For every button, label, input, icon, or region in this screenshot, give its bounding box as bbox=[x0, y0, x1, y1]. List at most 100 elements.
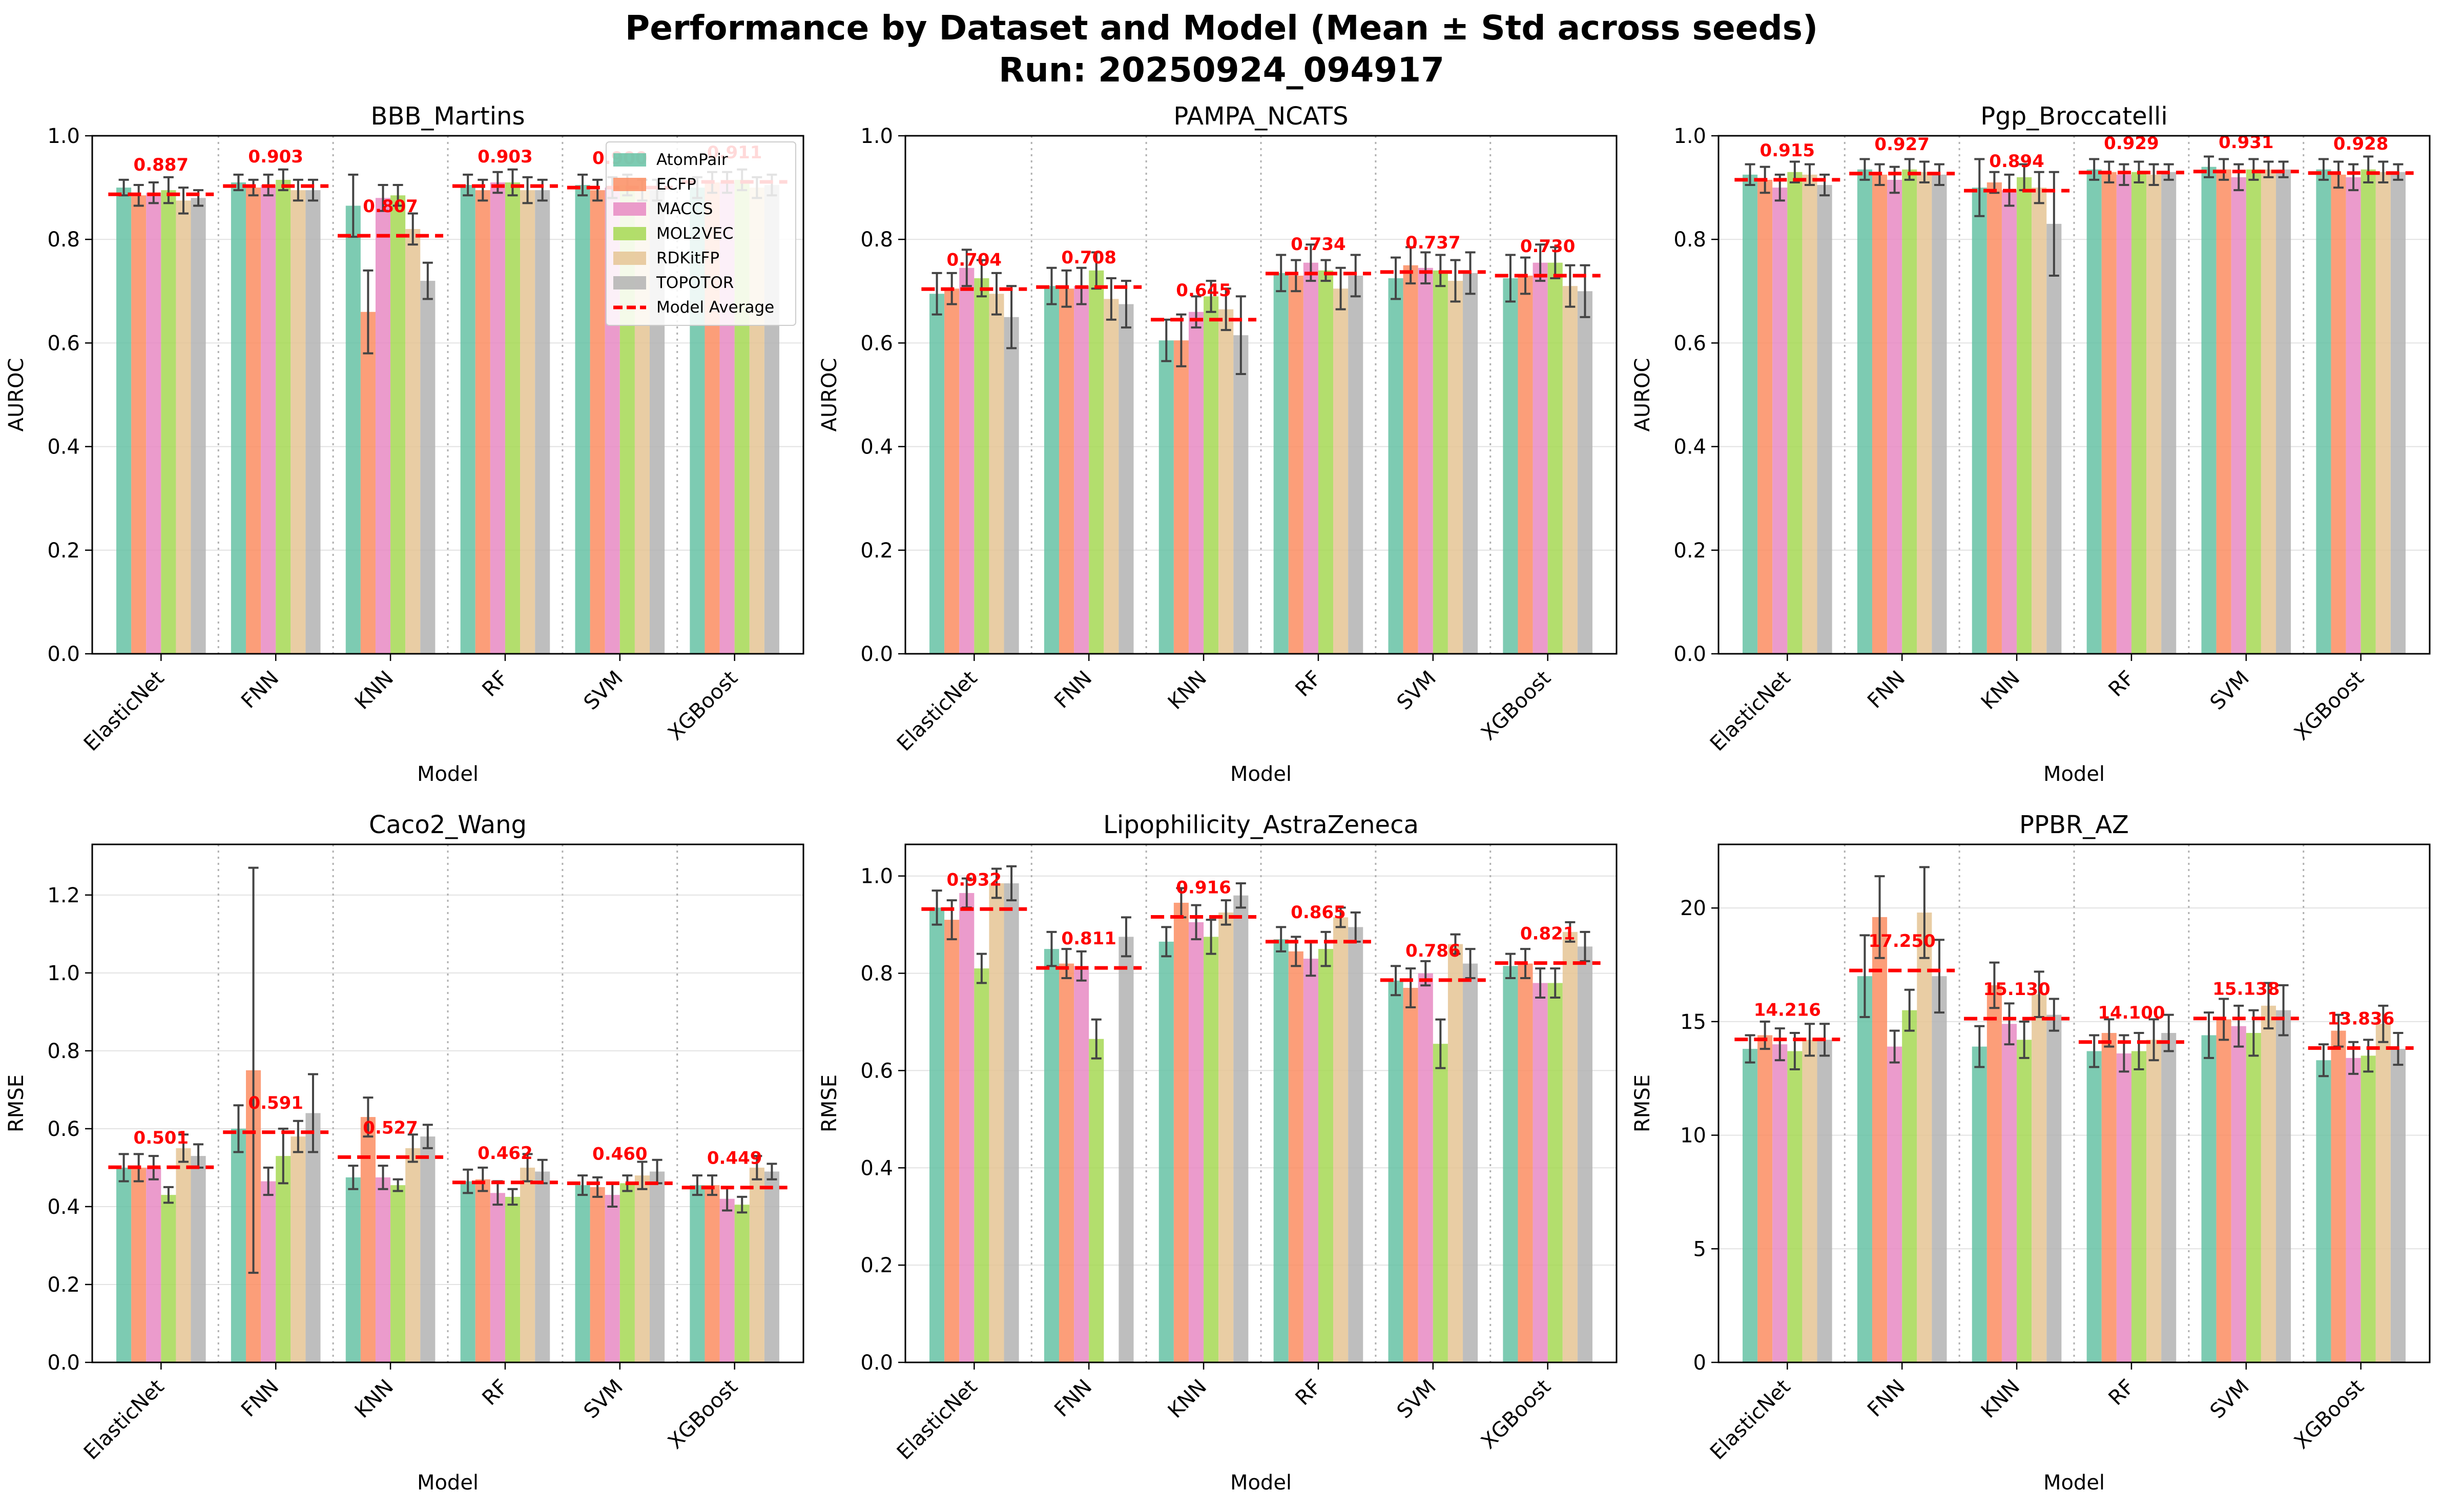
bar bbox=[405, 1148, 421, 1362]
bar bbox=[690, 1185, 705, 1362]
bar bbox=[1188, 922, 1204, 1362]
legend-box bbox=[606, 141, 796, 326]
bar bbox=[1547, 983, 1563, 1362]
x-tick-label: KNN bbox=[1977, 1375, 2024, 1423]
bar bbox=[1158, 941, 1174, 1362]
legend-swatch bbox=[613, 276, 646, 289]
bar bbox=[2375, 1024, 2391, 1362]
x-tick-label: KNN bbox=[350, 1375, 398, 1423]
model-average-label: 0.501 bbox=[134, 1128, 189, 1148]
bar bbox=[1433, 1044, 1448, 1362]
subplot-title: Lipophilicity_AstraZeneca bbox=[1103, 811, 1419, 839]
bar bbox=[1004, 883, 1019, 1362]
bar bbox=[520, 1167, 535, 1362]
bar bbox=[360, 312, 376, 654]
axes-frame bbox=[1717, 843, 2431, 1363]
bar bbox=[1388, 980, 1403, 1362]
y-tick-label: 0.0 bbox=[47, 1351, 80, 1375]
bar bbox=[1418, 973, 1433, 1362]
bar bbox=[929, 294, 945, 654]
bar bbox=[535, 190, 550, 654]
y-tick-label: 10 bbox=[1680, 1124, 1706, 1148]
y-tick-label: 0.6 bbox=[47, 332, 80, 355]
bar bbox=[1757, 1035, 1773, 1362]
bar bbox=[2017, 1040, 2032, 1362]
model-average-label: 0.807 bbox=[363, 196, 418, 217]
bar bbox=[1089, 1039, 1104, 1362]
bar bbox=[276, 179, 291, 654]
bar bbox=[2116, 174, 2131, 654]
bar bbox=[131, 1167, 147, 1362]
bar bbox=[1503, 278, 1518, 654]
bar bbox=[490, 1193, 505, 1362]
bar bbox=[575, 185, 590, 654]
bar bbox=[1743, 1049, 1758, 1362]
bar bbox=[590, 190, 605, 654]
bar bbox=[2201, 167, 2217, 654]
bar bbox=[944, 920, 960, 1362]
bar bbox=[2086, 1051, 2102, 1362]
bar bbox=[1932, 174, 1947, 654]
bar bbox=[505, 182, 521, 654]
bar bbox=[1533, 262, 1548, 654]
bar bbox=[2276, 1010, 2291, 1362]
model-average-label: 0.932 bbox=[947, 869, 1002, 890]
model-average-label: 0.916 bbox=[1176, 877, 1231, 898]
model-average-label: 0.730 bbox=[1520, 236, 1576, 257]
y-tick-label: 0.8 bbox=[1673, 228, 1706, 252]
bar bbox=[2361, 1055, 2376, 1362]
bar bbox=[2032, 994, 2047, 1362]
model-average-label: 17.250 bbox=[1869, 931, 1936, 951]
bar bbox=[420, 1136, 436, 1362]
model-average-label: 0.734 bbox=[1291, 234, 1346, 255]
legend-swatch bbox=[613, 178, 646, 191]
figure-title: Performance by Dataset and Model (Mean ±… bbox=[0, 7, 2443, 91]
x-tick-label: RF bbox=[2104, 1375, 2139, 1410]
bar bbox=[1463, 963, 1478, 1362]
bar bbox=[1872, 174, 1888, 654]
bar bbox=[1074, 286, 1089, 654]
bar bbox=[505, 1196, 521, 1362]
bar bbox=[291, 190, 306, 654]
y-tick-label: 0.4 bbox=[47, 1195, 80, 1219]
bar bbox=[974, 968, 989, 1362]
bar bbox=[2131, 1051, 2147, 1362]
bar bbox=[1503, 966, 1518, 1362]
bar bbox=[1562, 931, 1578, 1362]
x-tick-label: XGBoost bbox=[1477, 667, 1556, 745]
bar bbox=[231, 1128, 246, 1362]
figure-title-line1: Performance by Dataset and Model (Mean ±… bbox=[625, 8, 1818, 48]
y-tick-label: 0.2 bbox=[1673, 539, 1706, 563]
subplot-title: PAMPA_NCATS bbox=[1173, 102, 1348, 131]
bar bbox=[2116, 1053, 2131, 1362]
model-average-label: 0.460 bbox=[592, 1144, 648, 1164]
bar bbox=[2001, 190, 2017, 654]
bar bbox=[1074, 966, 1089, 1362]
y-tick-label: 15 bbox=[1680, 1010, 1706, 1034]
x-tick-label: FNN bbox=[237, 1375, 283, 1422]
y-tick-label: 0.2 bbox=[860, 1254, 893, 1277]
bar bbox=[1757, 179, 1773, 654]
model-average-label: 0.462 bbox=[478, 1143, 533, 1164]
bar bbox=[1772, 188, 1788, 654]
legend-swatch bbox=[613, 202, 646, 216]
bar bbox=[146, 1167, 161, 1362]
x-tick-label: FNN bbox=[1863, 667, 1910, 713]
bar bbox=[1059, 963, 1074, 1362]
y-tick-label: 1.0 bbox=[860, 865, 893, 888]
bar bbox=[116, 188, 132, 654]
bar bbox=[989, 883, 1004, 1362]
bar bbox=[2131, 172, 2147, 654]
bar bbox=[2246, 169, 2261, 654]
bar bbox=[1218, 309, 1234, 654]
bar bbox=[1463, 273, 1478, 654]
y-axis-label: RMSE bbox=[818, 1074, 841, 1132]
bar bbox=[1932, 976, 1947, 1362]
bar bbox=[1348, 275, 1363, 654]
bar bbox=[1318, 949, 1334, 1362]
x-axis-label: Model bbox=[1230, 1471, 1292, 1495]
bar bbox=[1577, 291, 1592, 654]
bar bbox=[1802, 174, 1817, 654]
bar bbox=[1318, 270, 1334, 654]
model-average-label: 13.836 bbox=[2327, 1008, 2394, 1029]
